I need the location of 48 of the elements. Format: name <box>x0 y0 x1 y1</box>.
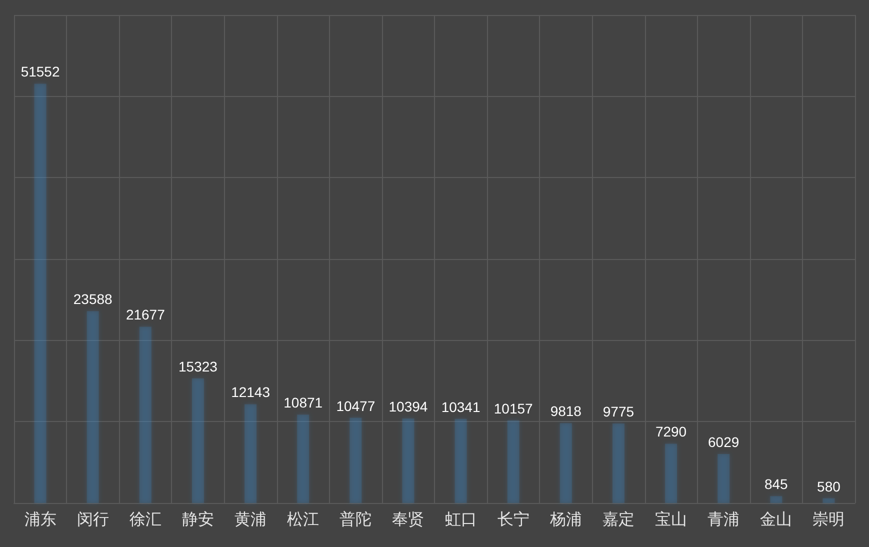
data-label: 6029 <box>708 434 740 450</box>
x-tick-label: 浦东 <box>24 510 56 528</box>
data-label: 580 <box>817 478 841 494</box>
data-label: 15323 <box>178 358 218 374</box>
x-tick-label: 虹口 <box>444 510 477 528</box>
data-label: 10157 <box>494 400 534 416</box>
bar <box>612 423 624 503</box>
bar <box>770 496 782 503</box>
data-label: 51552 <box>20 64 60 80</box>
bar <box>402 418 414 503</box>
bar <box>665 444 678 503</box>
x-tick-label: 闵行 <box>76 510 109 528</box>
bar <box>297 414 310 503</box>
bar <box>34 84 46 503</box>
x-tick-label: 杨浦 <box>548 510 582 528</box>
x-tick-label: 青浦 <box>708 510 740 528</box>
bar <box>507 420 520 503</box>
x-tick-label: 嘉定 <box>602 510 634 528</box>
bar <box>560 423 572 503</box>
data-label: 9818 <box>550 403 582 420</box>
data-label: 21677 <box>126 306 166 323</box>
x-tick-label: 金山 <box>760 510 792 528</box>
bar <box>192 378 204 503</box>
data-label: 9775 <box>602 403 634 420</box>
bar <box>454 418 467 503</box>
data-label: 10477 <box>336 398 376 414</box>
data-label: 10871 <box>284 394 323 411</box>
bar <box>86 311 99 503</box>
x-tick-label: 崇明 <box>812 510 845 528</box>
data-label: 12143 <box>231 384 270 400</box>
x-tick-label: 黄浦 <box>234 510 267 528</box>
data-label: 845 <box>764 476 788 492</box>
data-label: 23588 <box>73 291 113 308</box>
x-tick-label: 长宁 <box>497 510 530 528</box>
x-tick-label: 普陀 <box>340 510 372 528</box>
bar <box>139 326 152 503</box>
data-label: 10341 <box>441 398 480 415</box>
x-tick-label: 宝山 <box>655 510 688 528</box>
x-tick-label: 徐汇 <box>129 510 162 528</box>
bar <box>718 454 730 503</box>
x-tick-label: 松江 <box>287 510 320 528</box>
bar <box>244 404 257 503</box>
x-tick-label: 奉贤 <box>392 510 424 528</box>
data-label: 7290 <box>655 424 687 440</box>
bar <box>350 418 362 503</box>
bar <box>822 498 835 503</box>
x-tick-label: 静安 <box>182 510 214 528</box>
data-label: 10394 <box>388 398 428 414</box>
